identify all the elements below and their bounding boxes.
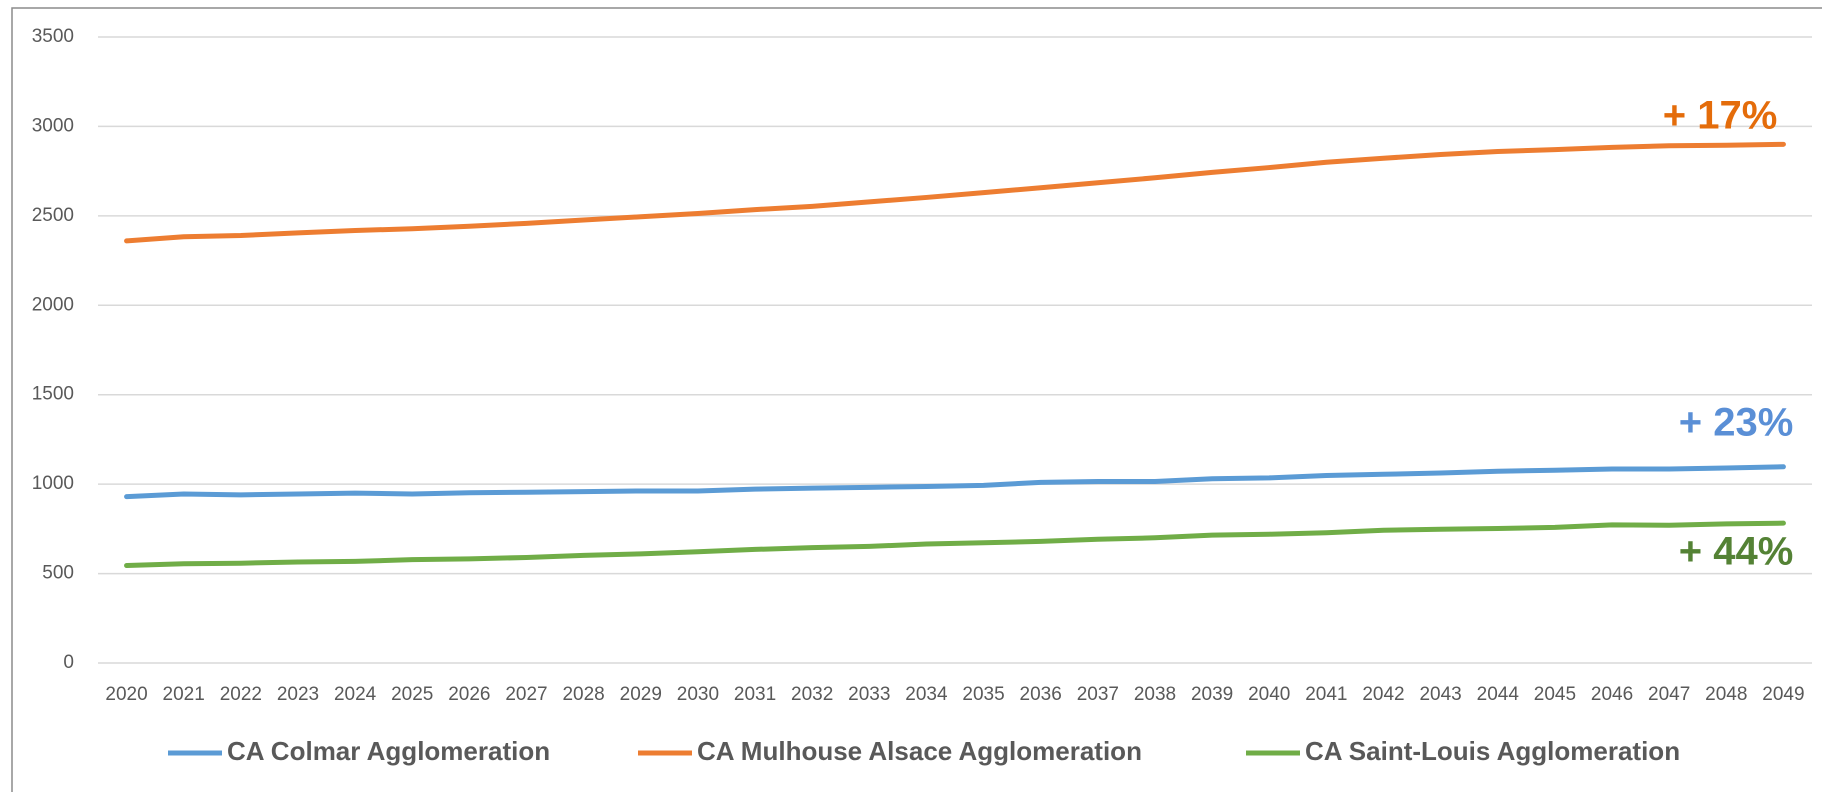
x-tick-label: 2028 bbox=[562, 684, 604, 705]
x-tick-label: 2036 bbox=[1020, 684, 1062, 705]
x-tick-label: 2047 bbox=[1648, 684, 1690, 705]
legend-label: CA Colmar Agglomeration bbox=[227, 736, 550, 766]
x-tick-label: 2039 bbox=[1191, 684, 1233, 705]
annotation: + 17% bbox=[1663, 94, 1778, 138]
x-tick-label: 2038 bbox=[1134, 684, 1176, 705]
y-tick-label: 500 bbox=[42, 563, 74, 584]
annotation: + 44% bbox=[1679, 530, 1794, 574]
x-tick-label: 2025 bbox=[391, 684, 433, 705]
x-tick-label: 2022 bbox=[220, 684, 262, 705]
x-tick-label: 2031 bbox=[734, 684, 776, 705]
x-tick-label: 2049 bbox=[1762, 684, 1804, 705]
y-tick-label: 2500 bbox=[32, 205, 74, 226]
x-tick-label: 2044 bbox=[1477, 684, 1520, 705]
x-tick-label: 2021 bbox=[163, 684, 205, 705]
x-tick-label: 2043 bbox=[1419, 684, 1461, 705]
y-tick-label: 0 bbox=[63, 652, 74, 673]
legend-label: CA Mulhouse Alsace Agglomeration bbox=[697, 736, 1142, 766]
x-tick-label: 2042 bbox=[1362, 684, 1404, 705]
x-tick-label: 2048 bbox=[1705, 684, 1747, 705]
x-tick-label: 2032 bbox=[791, 684, 833, 705]
x-tick-label: 2037 bbox=[1077, 684, 1119, 705]
series-line bbox=[124, 141, 1786, 244]
x-tick-label: 2029 bbox=[620, 684, 662, 705]
x-tick-label: 2041 bbox=[1305, 684, 1347, 705]
legend-label: CA Saint-Louis Agglomeration bbox=[1305, 736, 1680, 766]
x-tick-label: 2020 bbox=[105, 684, 147, 705]
y-tick-label: 1000 bbox=[32, 473, 74, 494]
y-tick-label: 1500 bbox=[32, 384, 74, 405]
series-line bbox=[124, 464, 1786, 500]
x-tick-label: 2040 bbox=[1248, 684, 1290, 705]
x-tick-label: 2033 bbox=[848, 684, 890, 705]
annotation: + 23% bbox=[1679, 401, 1794, 445]
x-tick-label: 2046 bbox=[1591, 684, 1633, 705]
x-tick-label: 2045 bbox=[1534, 684, 1576, 705]
x-tick-label: 2034 bbox=[905, 684, 948, 705]
x-tick-label: 2024 bbox=[334, 684, 377, 705]
y-tick-label: 3500 bbox=[32, 26, 74, 47]
chart-border bbox=[11, 7, 1822, 792]
y-tick-label: 2000 bbox=[32, 294, 74, 315]
x-tick-label: 2035 bbox=[962, 684, 1004, 705]
x-tick-label: 2027 bbox=[505, 684, 547, 705]
y-tick-label: 3000 bbox=[32, 115, 74, 136]
x-tick-label: 2030 bbox=[677, 684, 719, 705]
x-tick-label: 2026 bbox=[448, 684, 490, 705]
series-line bbox=[124, 520, 1786, 569]
x-tick-label: 2023 bbox=[277, 684, 319, 705]
